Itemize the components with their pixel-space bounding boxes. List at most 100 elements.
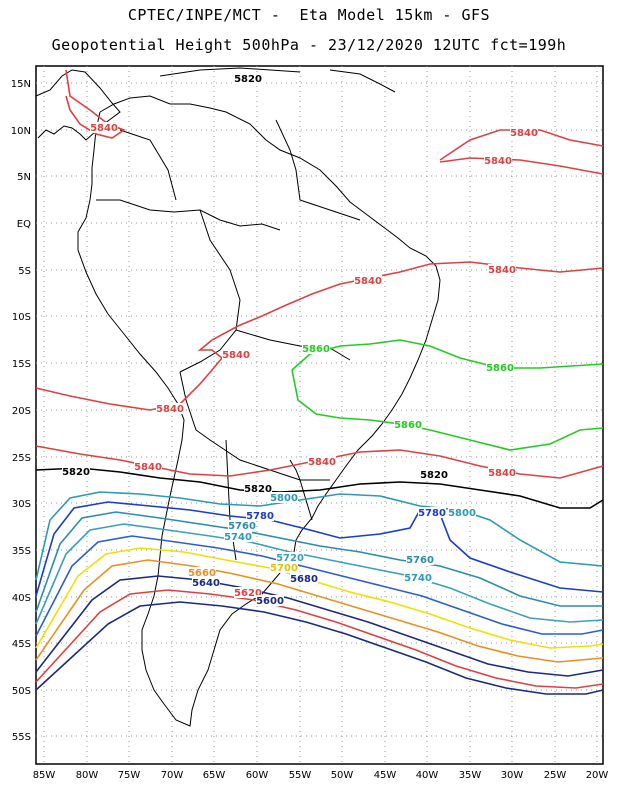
central-america-coast [35,69,121,141]
latitude-labels: 15N 10N 5N EQ 5S 10S 15S 20S 25S 30S 35S 40S 45S 50S 5… [11,79,31,743]
lat-label: 15N [11,79,31,90]
contour-label: 5760 [228,521,256,532]
contour-label: 5720 [276,553,304,564]
contour-label: 5840 [308,457,336,468]
contour-label-bg [510,127,538,138]
contour-label-bg [256,595,284,606]
contour-label-bg [188,567,216,578]
lon-label: 35W [459,770,482,781]
lon-label: 70W [161,770,184,781]
lon-label: 20W [586,770,609,781]
contour-label-bg [302,343,330,354]
contour-label-bg [222,349,250,360]
contour-label-bg [484,155,512,166]
contour-5620 [35,589,604,689]
lat-label: 15S [12,359,31,370]
contour-label: 5840 [510,128,538,139]
lon-label: 75W [118,770,141,781]
lon-label: 65W [203,770,226,781]
contour-label-bg [486,362,514,373]
title-line-2: Geopotential Height 500hPa - 23/12/2020 … [51,36,567,54]
contour-label-bg [308,456,336,467]
lon-label: 60W [246,770,269,781]
contour-label-bg [134,461,162,472]
contour-label-bg [244,483,272,494]
caribbean-islands [159,67,396,93]
lat-label: EQ [17,219,31,230]
contour-label-bg [156,403,184,414]
contour-label: 5780 [246,511,274,522]
contour-label: 5820 [234,74,262,85]
contour-lines [35,69,604,695]
contour-label-bg [448,507,476,518]
contour-label: 5860 [302,344,330,355]
lon-label: 30W [501,770,524,781]
lat-label: 5N [17,172,31,183]
lat-label: 45S [12,639,31,650]
longitude-labels: 85W 80W 75W 70W 65W 60W 55W 50W 45W 40W 35W 30W 25W 2… [33,770,609,781]
contour-label-bg [192,577,220,588]
contour-label-bg [276,552,304,563]
contour-label: 5840 [90,123,118,134]
contour-label: 5740 [224,532,252,543]
contour-label-bg [290,573,318,584]
lon-label: 50W [331,770,354,781]
contour-label: 5660 [188,568,216,579]
lon-label: 80W [76,770,99,781]
contour-5700 [35,547,604,649]
lat-label: 40S [12,593,31,604]
contour-labels: 5820 5840 5840 5840 5840 5840 5840 5840 5840 5840… [62,73,538,607]
contour-label: 5840 [488,468,516,479]
contour-5680 [35,559,604,663]
lon-label: 55W [289,770,312,781]
contour-label: 5620 [234,588,262,599]
lat-label: 50S [12,686,31,697]
contour-label: 5820 [62,467,90,478]
title-line-1: CPTEC/INPE/MCT - Eta Model 15km - GFS [127,6,491,24]
contour-label-bg [270,562,298,573]
contour-label: 5860 [486,363,514,374]
contour-label-bg [62,466,90,477]
contour-5760 [35,511,603,613]
contour-label-bg [488,264,516,275]
lat-label: 20S [12,406,31,417]
contour-label: 5600 [256,596,284,607]
contour-label-bg [404,572,432,583]
contour-label-bg [270,492,298,503]
contour-label-bg [234,587,262,598]
contour-label-bg [394,419,422,430]
contour-label-bg [420,469,448,480]
contour-5800 [35,491,604,581]
contour-label-bg [418,507,446,518]
contour-label-bg [234,73,262,84]
contour-label: 5820 [420,470,448,481]
contour-label: 5740 [404,573,432,584]
contour-5820 [35,467,604,509]
contour-5780 [35,501,604,597]
lon-label: 25W [544,770,567,781]
contour-label-bg [228,520,256,531]
contour-label: 5840 [222,350,250,361]
contour-label: 5860 [394,420,422,431]
contour-label: 5680 [290,574,318,585]
contour-label: 5780 [418,508,446,519]
lat-label: 55S [12,732,31,743]
contour-label: 5800 [448,508,476,519]
contour-label: 5800 [270,493,298,504]
contour-label: 5840 [134,462,162,473]
contour-label: 5840 [156,404,184,415]
contour-label-bg [406,554,434,565]
contour-label: 5840 [354,276,382,287]
contour-5600 [35,601,604,695]
contour-label: 5840 [484,156,512,167]
contour-label-bg [354,275,382,286]
lat-label: 30S [12,499,31,510]
country-borders [96,119,361,561]
lat-label: 10S [12,312,31,323]
lat-label: 5S [18,266,31,277]
contour-5720 [35,535,604,637]
lon-label: 85W [33,770,56,781]
contour-5840-north [65,69,126,139]
contour-label: 5700 [270,563,298,574]
